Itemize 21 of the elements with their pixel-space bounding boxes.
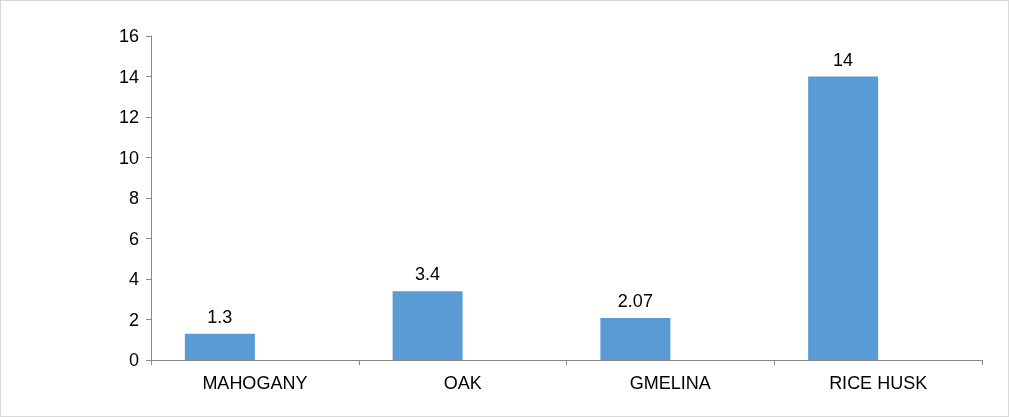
data-label: 3.4 xyxy=(415,264,441,285)
data-label: 14 xyxy=(833,49,854,70)
bar xyxy=(392,291,463,360)
y-tick-label: 8 xyxy=(128,188,139,208)
x-tick-label: GMELINA xyxy=(629,373,711,393)
data-label: 2.07 xyxy=(617,291,653,312)
y-tick-label: 10 xyxy=(118,147,139,168)
y-tick-label: 12 xyxy=(118,107,139,127)
y-tick-label: 6 xyxy=(128,228,139,249)
y-tick-label: 0 xyxy=(128,350,139,370)
y-tick-label: 4 xyxy=(128,269,139,289)
y-tick-label: 16 xyxy=(118,26,139,46)
y-tick-label: 2 xyxy=(128,309,139,330)
bar xyxy=(600,318,671,360)
x-tick-label: MAHOGANY xyxy=(202,373,308,393)
bar xyxy=(808,76,879,360)
y-tick-label: 14 xyxy=(118,66,139,87)
bar xyxy=(184,333,255,360)
data-label: 1.3 xyxy=(207,306,233,327)
x-tick-label: OAK xyxy=(443,373,482,393)
x-tick-label: RICE HUSK xyxy=(829,373,928,393)
